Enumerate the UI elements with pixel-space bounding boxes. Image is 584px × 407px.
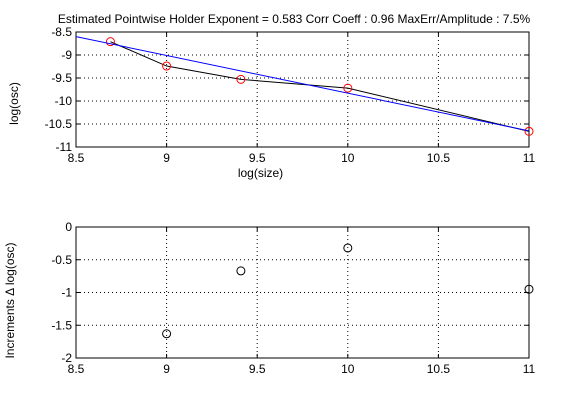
data-point <box>105 37 115 47</box>
plot-area <box>76 227 529 358</box>
x-axis-label: log(size) <box>238 166 283 180</box>
y-tick-label: -1 <box>61 286 72 300</box>
data-point <box>343 83 353 93</box>
lower-plot: 8.5 9 9.5 10 10.5 11 0 -0.5 -1 -1.5 -2 Increments Δ… <box>3 220 536 376</box>
regression-line <box>75 36 530 132</box>
data-point <box>343 243 353 253</box>
y-tick-label: -2 <box>61 351 72 365</box>
data-point <box>162 329 172 339</box>
y-tick-label: -9 <box>61 48 72 62</box>
y-tick-label: -0.5 <box>51 253 72 267</box>
y-tick-label: -11 <box>56 140 73 154</box>
data-line <box>110 41 530 132</box>
y-tick-label: 0 <box>65 220 72 234</box>
x-tick-label: 9 <box>163 151 170 165</box>
y-tick-label: -9.5 <box>51 71 72 85</box>
x-tick-label: 11 <box>523 362 536 376</box>
y-tick-label: -8.5 <box>51 25 72 39</box>
x-tick-label: 11 <box>523 151 536 165</box>
axes-frame <box>75 31 530 148</box>
y-axis-label: Increments Δ log(osc) <box>3 242 17 358</box>
plot-area <box>76 32 529 147</box>
data-point <box>162 61 172 71</box>
chart-title: Estimated Pointwise Holder Exponent = 0.… <box>58 12 531 26</box>
y-axis-label: log(osc) <box>7 82 21 125</box>
x-tick-label: 10 <box>341 151 355 165</box>
x-tick-label: 8.5 <box>68 151 85 165</box>
data-point <box>524 284 534 294</box>
x-tick-label: 8.5 <box>68 362 85 376</box>
x-tick-label: 9.5 <box>249 362 266 376</box>
upper-plot: 8.5 9 9.5 10 10.5 11 -8.5 -9 -9.5 -10 -10.5 -11 log(… <box>7 25 536 180</box>
x-tick-label: 9.5 <box>249 151 266 165</box>
y-tick-label: -10.5 <box>45 117 73 131</box>
data-point <box>236 266 246 276</box>
y-tick-label: -10 <box>55 94 73 108</box>
x-tick-label: 10.5 <box>427 151 451 165</box>
x-tick-label: 9 <box>163 362 170 376</box>
x-tick-label: 10.5 <box>427 362 451 376</box>
y-tick-label: -1.5 <box>51 318 72 332</box>
data-point <box>524 126 534 136</box>
data-point <box>236 74 246 84</box>
x-tick-label: 10 <box>341 362 355 376</box>
